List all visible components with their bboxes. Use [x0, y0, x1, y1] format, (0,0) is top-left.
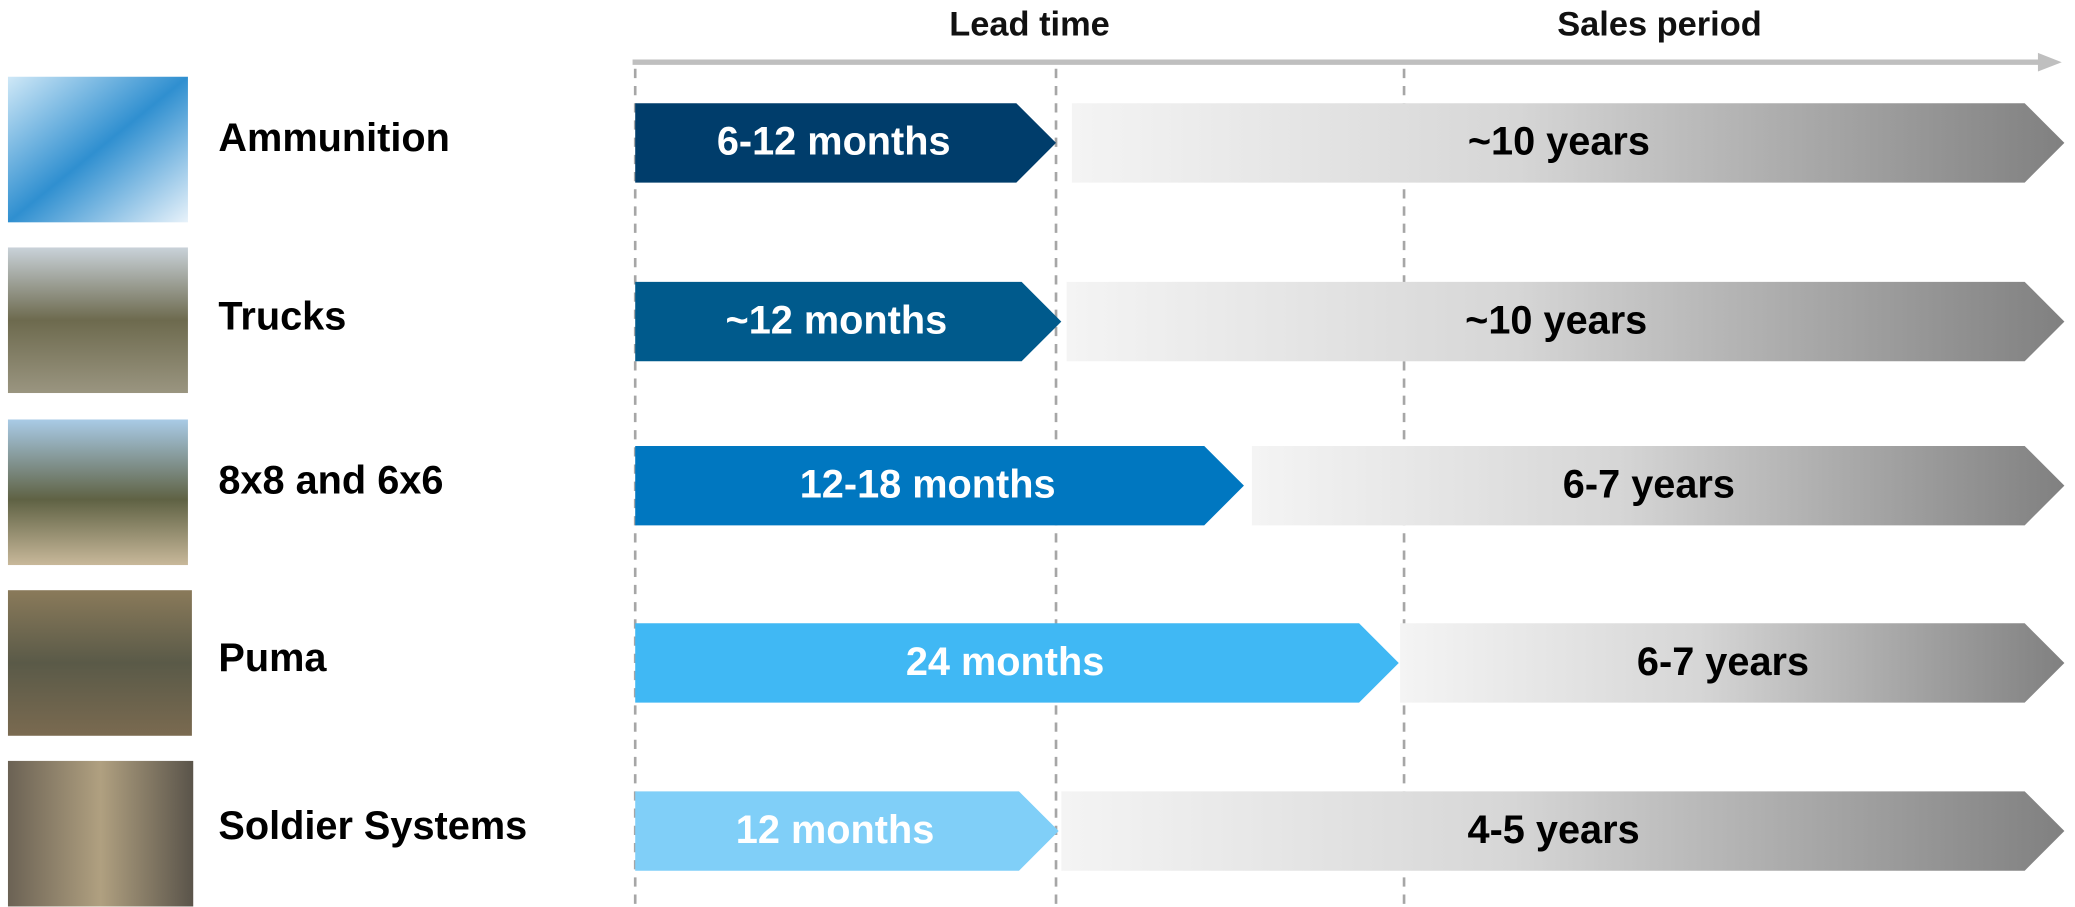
lead-time-arrow	[635, 791, 1059, 871]
row-photo	[7, 419, 188, 566]
sales-period-text: ~10 years	[1465, 298, 1647, 342]
header-lead-time: Lead time	[949, 6, 1110, 44]
sales-period-text: 6-7 years	[1637, 640, 1809, 684]
header-sales-period: Sales period	[1557, 6, 1762, 44]
sales-period-arrow	[1400, 623, 2065, 703]
row-label: Puma	[218, 636, 327, 680]
lead-time-arrow	[635, 103, 1057, 183]
lead-time-arrow	[635, 281, 1062, 362]
lead-time-arrow	[635, 623, 1399, 703]
row-photo	[7, 247, 188, 394]
sales-period-text: ~10 years	[1468, 120, 1650, 164]
lead-time-text: 12-18 months	[800, 462, 1056, 506]
row-photo	[7, 590, 192, 736]
sales-period-arrow	[1066, 281, 2065, 362]
sales-period-text: 4-5 years	[1468, 808, 1640, 852]
sales-period-arrow	[1251, 445, 2065, 526]
row-label: Ammunition	[218, 116, 449, 160]
row-label: 8x8 and 6x6	[218, 458, 443, 502]
row-label: Soldier Systems	[218, 804, 527, 848]
sales-period-arrow	[1071, 103, 2065, 183]
lead-time-text: 24 months	[906, 640, 1104, 684]
lead-time-text: 6-12 months	[717, 120, 951, 164]
sales-period-text: 6-7 years	[1563, 462, 1735, 506]
sales-period-arrow	[1061, 791, 2065, 871]
lead-time-text: ~12 months	[726, 298, 948, 342]
row-label: Trucks	[218, 294, 346, 338]
row-photo	[7, 760, 194, 907]
timeline-arrowhead	[2037, 52, 2062, 72]
lead-time-text: 12 months	[736, 808, 934, 852]
lead-time-arrow	[635, 445, 1244, 526]
row-photo	[7, 76, 188, 223]
